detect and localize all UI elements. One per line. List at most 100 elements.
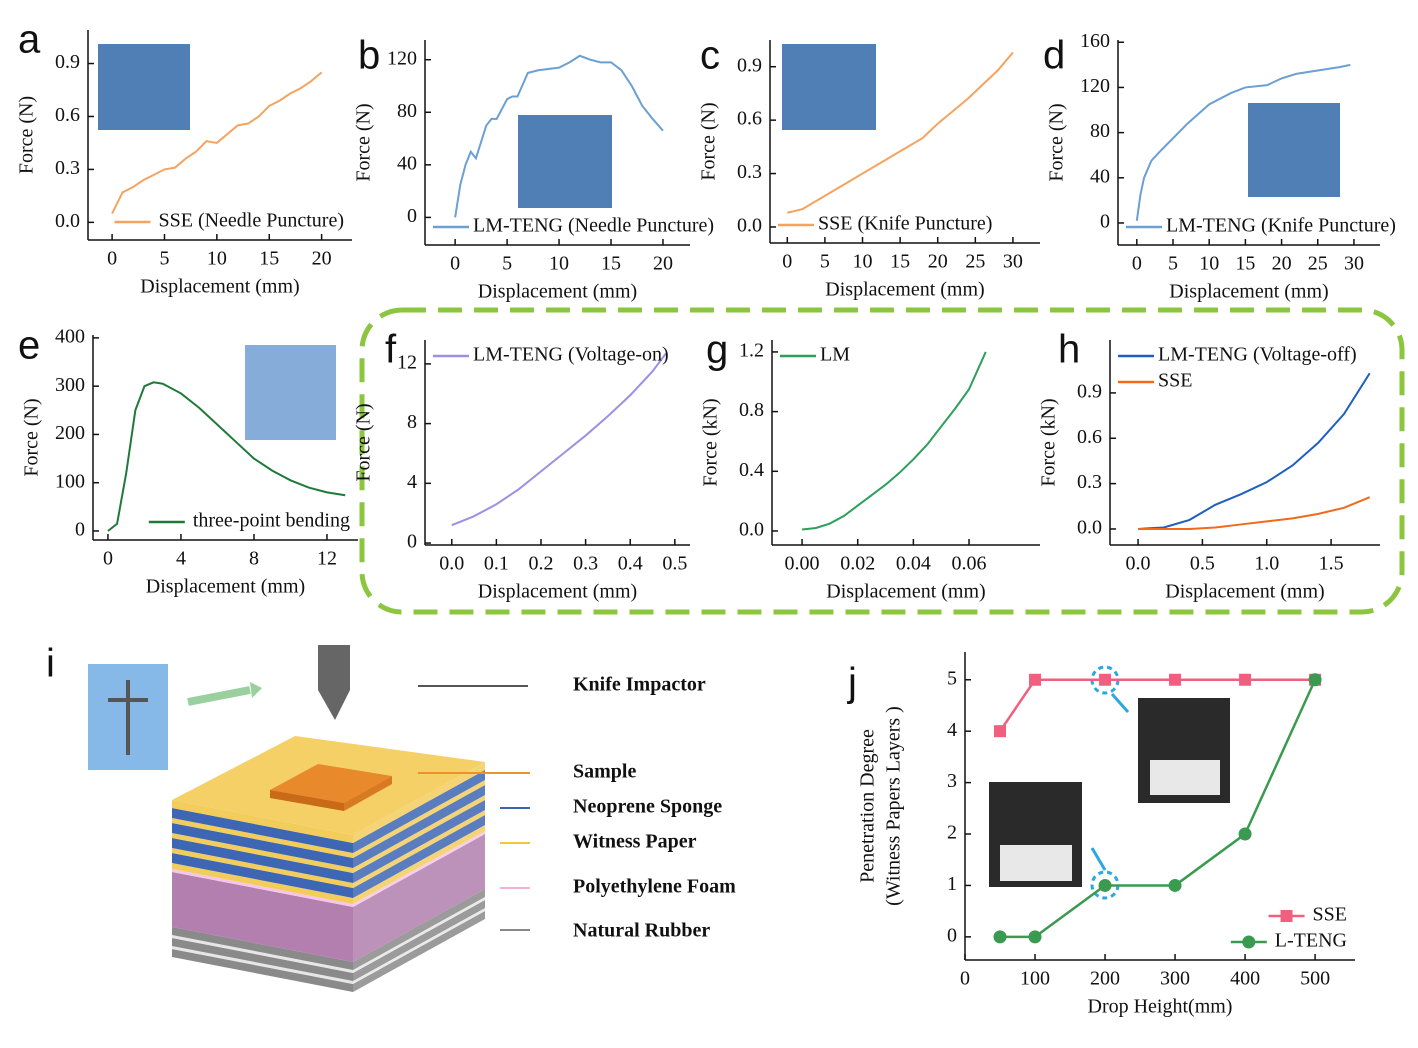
layer-side [172, 927, 353, 970]
x-tick-label: 0.2 [528, 553, 553, 575]
y-tick-label: 120 [387, 47, 417, 69]
layer-side [353, 900, 485, 981]
layer-side [172, 935, 353, 973]
layer-stack [172, 736, 485, 992]
panel-letter: e [18, 324, 40, 368]
layer-side [353, 911, 485, 992]
sample-side [270, 790, 344, 811]
layer-side [353, 770, 485, 853]
layer-side [172, 823, 353, 868]
legend-marker [1242, 935, 1256, 949]
panel-letter: g [706, 328, 728, 372]
x-tick-label: 0.02 [840, 553, 875, 575]
x-tick-label: 20 [1272, 253, 1292, 275]
sample-side [344, 776, 392, 811]
x-tick-label: 20 [653, 253, 673, 275]
x-tick-label: 15 [259, 248, 279, 270]
layer-side [172, 872, 353, 962]
marker [1238, 827, 1252, 841]
legend-label: SSE [1158, 370, 1192, 392]
x-tick-label: 25 [1308, 253, 1328, 275]
y-tick-label: 0.6 [737, 108, 762, 130]
layer-side [353, 785, 485, 868]
y-axis-label: Force (kN) [700, 398, 722, 486]
layer-side [172, 833, 353, 873]
layer-side [172, 848, 353, 888]
y-tick-label: 0.3 [737, 161, 762, 183]
y-tick-label: 0 [1100, 211, 1110, 233]
marker [1099, 673, 1112, 686]
y-tick-label: 0 [407, 205, 417, 227]
layer-side [353, 810, 485, 888]
y-tick-label: 0 [947, 924, 957, 946]
y-axis-label: Force (N) [353, 103, 375, 181]
x-tick-label: 20 [312, 248, 332, 270]
x-tick-label: 5 [159, 248, 169, 270]
series-line [1135, 63, 1351, 221]
legend-label: L-TENG [1275, 930, 1347, 952]
panel-letter: i [46, 642, 55, 686]
sample [270, 764, 392, 803]
x-axis-label: Displacement (mm) [478, 281, 637, 303]
x-tick-label: 15 [601, 253, 621, 275]
inset-photo [1248, 103, 1340, 197]
series-line [451, 352, 667, 527]
y-tick-label: 0 [407, 531, 417, 553]
y-axis-label: Force (N) [16, 96, 38, 174]
y-tick-label: 5 [947, 667, 957, 689]
layer-side [172, 818, 353, 858]
marker [1239, 673, 1252, 686]
legend-label: SSE [1313, 904, 1347, 926]
layer-label: Knife Impactor [573, 674, 706, 696]
series-line [107, 381, 346, 532]
layer-side [353, 800, 485, 883]
x-tick-label: 100 [1020, 968, 1050, 990]
x-tick-label: 0.00 [785, 553, 820, 575]
series-line [998, 678, 1316, 732]
marker [1308, 673, 1322, 687]
y-tick-label: 0.0 [737, 215, 762, 237]
x-axis-label: Displacement (mm) [146, 576, 305, 598]
x-tick-label: 0 [103, 548, 113, 570]
y-axis-label: Force (N) [1046, 103, 1068, 181]
x-tick-label: 0.4 [618, 553, 643, 575]
legend-label: LM-TENG (Voltage-off) [1158, 344, 1357, 366]
x-tick-label: 0.5 [662, 553, 687, 575]
y-tick-label: 0.4 [739, 459, 764, 481]
inset-photo [782, 44, 876, 130]
photo-detail [1150, 760, 1220, 795]
y-axis-label: Force (N) [21, 398, 43, 476]
x-tick-label: 10 [853, 251, 873, 273]
j-annotations [1090, 665, 1130, 900]
x-tick-label: 0 [782, 251, 792, 273]
y-tick-label: 3 [947, 770, 957, 792]
layer-side [353, 795, 485, 873]
legend-label: LM-TENG (Knife Puncture) [1166, 215, 1396, 237]
x-tick-label: 8 [249, 548, 259, 570]
x-tick-label: 10 [549, 253, 569, 275]
x-tick-label: 0 [450, 253, 460, 275]
y-tick-label: 80 [1090, 120, 1110, 142]
x-tick-label: 0 [960, 968, 970, 990]
x-tick-label: 10 [1199, 253, 1219, 275]
x-tick-label: 10 [207, 248, 227, 270]
y-tick-label: 8 [407, 411, 417, 433]
layer-label: Witness Paper [573, 831, 697, 853]
x-tick-label: 0 [1132, 253, 1142, 275]
diagram-i: i Knife Impactor Sample Neoprene Sponge … [46, 642, 736, 992]
layer-side [172, 853, 353, 898]
x-tick-label: 200 [1090, 968, 1120, 990]
y-tick-label: 40 [397, 152, 417, 174]
panel-letter: h [1058, 328, 1080, 372]
arrow-head [250, 682, 262, 698]
layer-side [172, 869, 353, 907]
y-tick-label: 12 [397, 351, 417, 373]
marker [1028, 930, 1042, 944]
marker [1169, 673, 1182, 686]
y-tick-label: 0.0 [739, 519, 764, 541]
group-box [359, 307, 1405, 615]
layer-side [353, 889, 485, 970]
x-tick-label: 12 [317, 548, 337, 570]
y-tick-label: 0.9 [1077, 381, 1102, 403]
layer-side [172, 949, 353, 992]
